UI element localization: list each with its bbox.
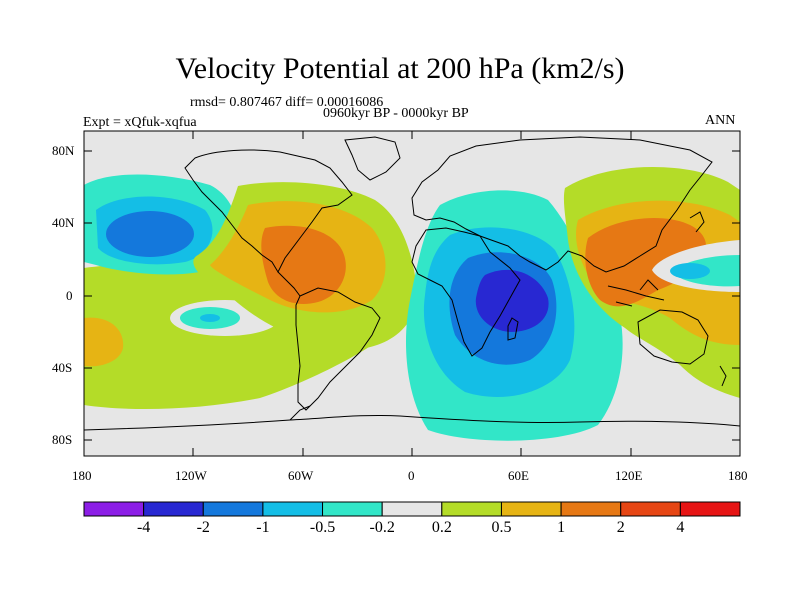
- contour-field: [84, 131, 740, 456]
- colorbar-swatch: [143, 501, 204, 517]
- colorbar-label: -0.5: [309, 519, 336, 536]
- coast-antarctic-peninsula: [289, 405, 311, 421]
- colorbar-swatch: [83, 501, 145, 517]
- colorbar-label: -0.2: [369, 519, 395, 536]
- pacific-positive-band: [84, 264, 372, 410]
- lon-label-60e: 60E: [508, 468, 529, 483]
- period-text: 0960kyr BP - 0000kyr BP: [323, 106, 469, 121]
- colorbar-swatch: [381, 501, 443, 517]
- coast-japan: [689, 211, 705, 233]
- colorbar-label: 1: [557, 519, 566, 536]
- experiment-text: Expt = xQfuk-xqfua: [83, 115, 197, 130]
- coast-antarctica: [84, 414, 740, 431]
- lat-label-80s: 80S: [52, 432, 73, 447]
- colorbar-label: -2: [196, 519, 210, 536]
- lon-label-120w: 120W: [175, 468, 207, 483]
- coast-australia: [637, 309, 709, 365]
- colorbar-swatch: [679, 501, 741, 517]
- lon-label-0: 0: [408, 468, 415, 483]
- lon-label-120e: 120E: [615, 468, 643, 483]
- coast-indonesia: [607, 279, 665, 307]
- coast-central-america: [277, 271, 301, 297]
- colorbar-swatch: [322, 501, 383, 517]
- pacific-negative-core: [200, 314, 220, 322]
- colorbar-label: -4: [136, 519, 151, 536]
- lon-label-180w: 180: [72, 468, 92, 483]
- coast-south-america: [295, 287, 381, 411]
- lon-label-60w: 60W: [288, 468, 314, 483]
- coast-north-america: [184, 149, 353, 274]
- lon-label-180e: 180: [728, 468, 748, 483]
- americas-positive-core: [261, 225, 346, 304]
- stats-text: rmsd= 0.807467 diff= 0.00016086: [190, 95, 384, 110]
- colorbar: [83, 501, 741, 517]
- npac-negative-core: [106, 211, 194, 257]
- coast-africa: [411, 227, 521, 357]
- coast-madagascar: [507, 317, 519, 341]
- lat-label-80n: 80N: [52, 143, 75, 158]
- colorbar-label: 4: [676, 519, 685, 536]
- colorbar-label: 0.2: [431, 519, 452, 536]
- south-pacific-orange: [84, 317, 124, 367]
- season-text: ANN: [705, 113, 736, 128]
- coast-new-zealand: [719, 365, 727, 387]
- colorbar-swatch: [202, 501, 264, 517]
- wpac-negative-core: [670, 263, 710, 279]
- colorbar-label: 2: [616, 519, 625, 536]
- colorbar-swatch: [620, 501, 681, 517]
- lat-label-eq: 0: [66, 288, 73, 303]
- colorbar-swatch: [560, 501, 622, 517]
- lat-label-40n: 40N: [52, 215, 75, 230]
- asia-positive-core: [585, 217, 707, 307]
- colorbar-swatch: [262, 501, 324, 517]
- africa-negative-core: [475, 269, 549, 332]
- lat-label-40s: 40S: [52, 360, 73, 375]
- colorbar-swatch: [500, 501, 562, 517]
- axis-ticks: [83, 131, 741, 456]
- coast-greenland: [344, 136, 401, 181]
- colorbar-label: -1: [256, 519, 270, 536]
- colorbar-swatch: [441, 501, 502, 517]
- coastlines: [84, 136, 740, 431]
- coast-eurasia: [411, 136, 713, 273]
- plot-title: Velocity Potential at 200 hPa (km2/s): [175, 52, 625, 85]
- colorbar-label: 0.5: [491, 519, 512, 536]
